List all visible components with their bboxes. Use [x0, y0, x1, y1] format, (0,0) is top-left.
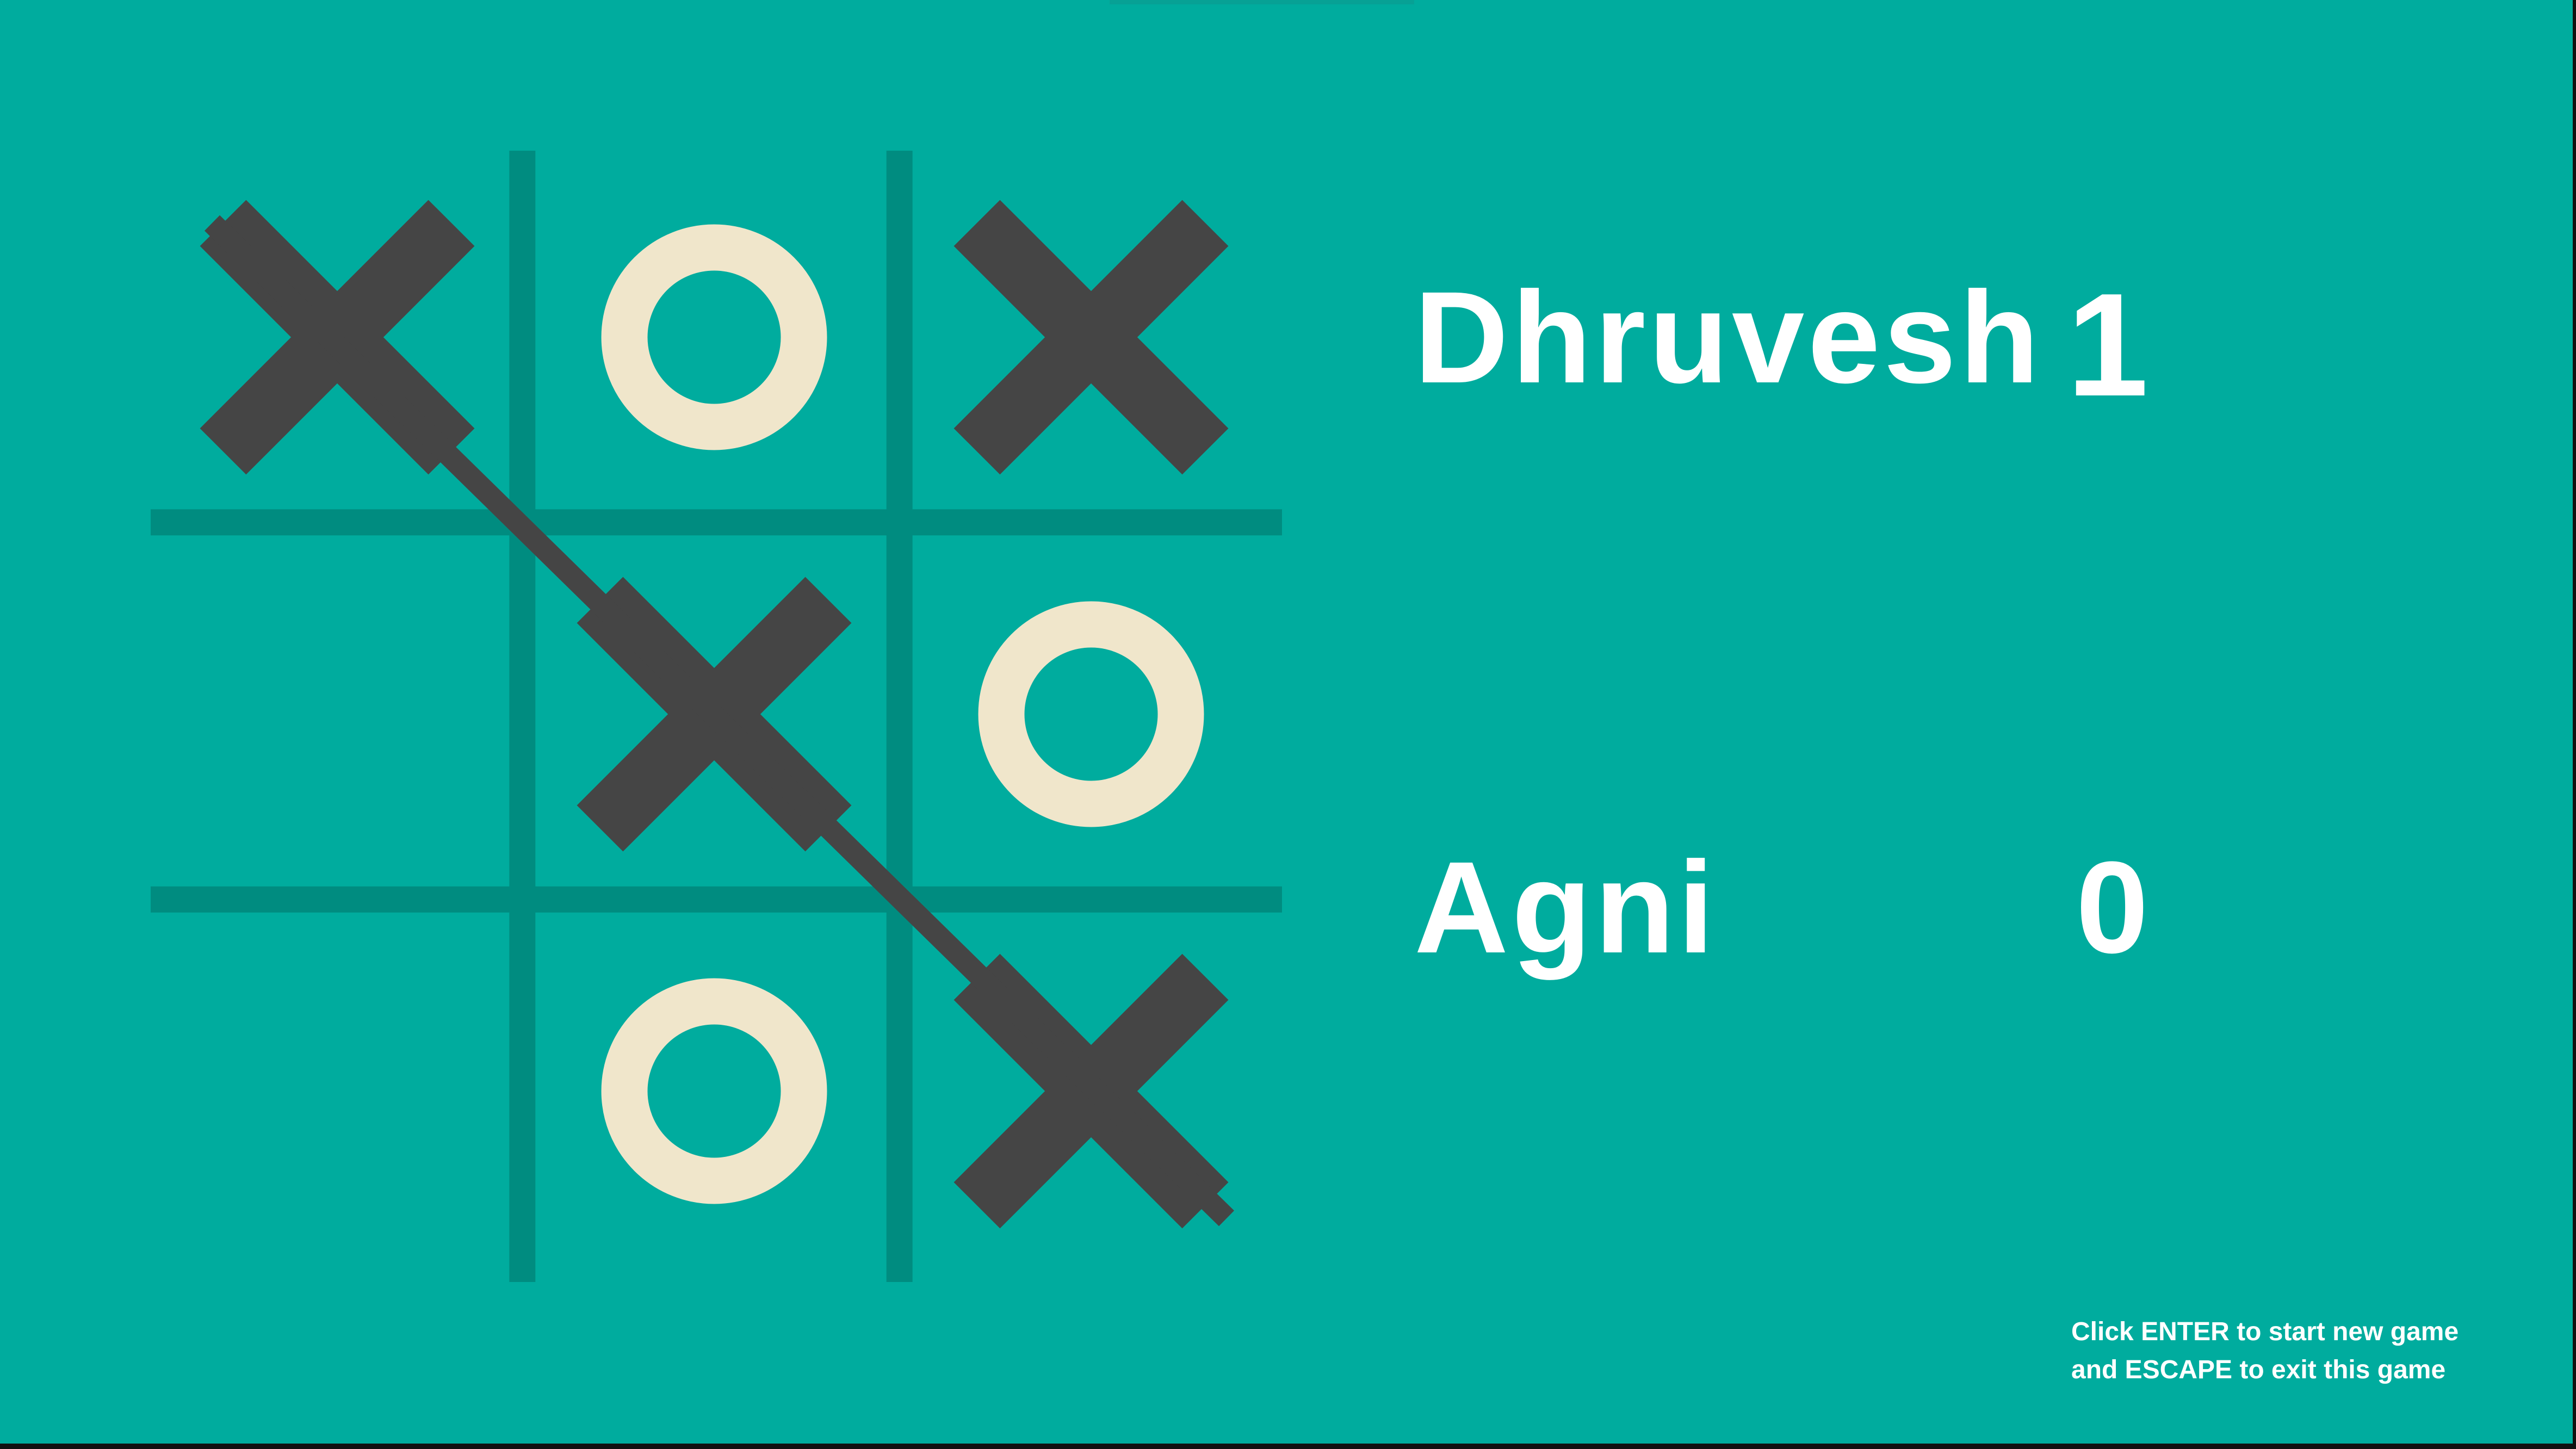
instructions-text: Click ENTER to start new game and ESCAPE…: [2071, 1313, 2459, 1389]
grid-line-vertical: [509, 151, 536, 1282]
grid-line-horizontal: [151, 886, 1282, 913]
x-mark: [953, 200, 1229, 475]
top-accent-bar: [1110, 0, 1414, 4]
player-2-score: 0: [2076, 834, 2148, 980]
board-cell[interactable]: [159, 913, 515, 1268]
player-1-name: Dhruvesh: [1414, 264, 2042, 410]
o-mark: [978, 601, 1204, 827]
board-cell[interactable]: [913, 536, 1268, 891]
instructions-line-2: and ESCAPE to exit this game: [2071, 1355, 2446, 1384]
board-cell[interactable]: [913, 159, 1268, 515]
board-grid: [151, 151, 1282, 1282]
player-1-score: 1: [2066, 263, 2148, 427]
tic-tac-toe-board[interactable]: [0, 0, 1305, 1305]
grid-line-horizontal: [151, 509, 1282, 536]
o-mark: [601, 978, 827, 1204]
winning-strike-line: [204, 215, 1235, 1227]
board-cell[interactable]: [536, 159, 891, 515]
board-cell[interactable]: [159, 536, 515, 891]
o-mark: [601, 224, 827, 450]
player-2-name: Agni: [1414, 834, 1718, 980]
instructions-line-1: Click ENTER to start new game: [2071, 1317, 2459, 1346]
grid-line-vertical: [886, 151, 913, 1282]
board-cell[interactable]: [536, 913, 891, 1268]
strike-line: [204, 215, 1235, 1227]
